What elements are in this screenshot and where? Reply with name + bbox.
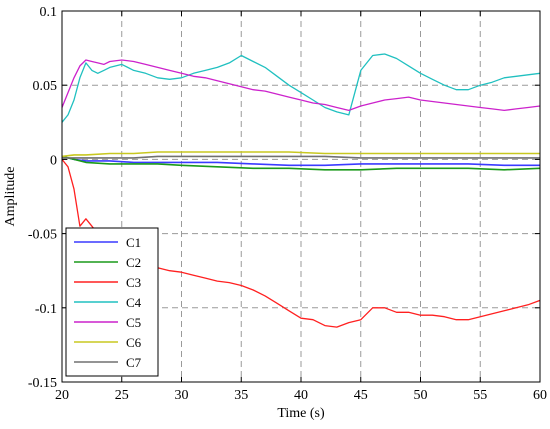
x-axis-label: Time (s) [277, 406, 325, 421]
legend-label: C1 [126, 235, 141, 250]
x-tick-label: 50 [414, 388, 428, 403]
x-tick-label: 45 [354, 388, 368, 403]
series-line-c7 [62, 155, 540, 159]
y-tick-label: 0 [50, 153, 57, 168]
series-line-c5 [62, 59, 540, 112]
series-line-c4 [62, 53, 540, 123]
x-tick-label: 60 [533, 388, 547, 403]
series-line-c1 [62, 155, 540, 167]
ticks: 20 25 30 35 40 45 50 55 60 -0.15 -0.1 -0.05 0 0.05 0.1 [28, 5, 547, 403]
y-tick-label: 0.1 [40, 5, 58, 20]
y-tick-label: 0.05 [33, 79, 58, 94]
legend-label: C5 [126, 315, 141, 330]
x-tick-label: 20 [55, 388, 69, 403]
x-tick-label: 55 [473, 388, 487, 403]
x-tick-label: 30 [175, 388, 189, 403]
legend-label: C4 [126, 295, 142, 310]
legend-label: C3 [126, 275, 141, 290]
y-tick-label: -0.1 [35, 302, 57, 317]
series-line-c6 [62, 151, 540, 158]
legend-label: C7 [126, 355, 142, 370]
x-tick-label: 40 [294, 388, 308, 403]
legend-label: C6 [126, 335, 142, 350]
series-line-c2 [62, 155, 540, 171]
y-tick-label: -0.15 [28, 376, 57, 391]
legend-label: C2 [126, 255, 141, 270]
y-axis-label: Amplitude [3, 167, 18, 227]
legend: C1 C2 C3 C4 C5 C6 C7 [65, 227, 159, 377]
y-tick-label: -0.05 [28, 228, 57, 243]
x-tick-label: 35 [234, 388, 248, 403]
x-tick-label: 25 [115, 388, 129, 403]
